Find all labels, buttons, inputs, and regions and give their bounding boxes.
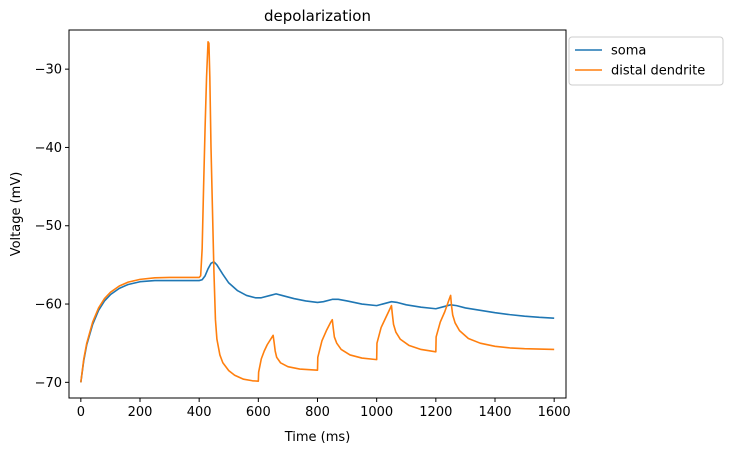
y-axis-label: Voltage (mV) [9,172,24,257]
x-tick-label: 1400 [478,405,511,420]
x-tick-label: 1200 [419,405,452,420]
x-tick-label: 800 [305,405,330,420]
axis-ticks: 0 200 400 600 800 1000 1200 1400 1600 −70 −60 −50 −4… [35,63,571,420]
plot-frame [68,29,567,399]
x-tick-label: 1600 [538,405,571,420]
y-tick-label: −40 [35,141,62,156]
y-tick-label: −60 [35,298,62,313]
x-tick-label: 1000 [360,405,393,420]
plot-area [80,40,555,383]
x-tick-label: 0 [77,405,85,420]
y-tick-label: −50 [35,219,62,234]
legend-entry-label: distal dendrite [611,64,705,79]
series-line-soma [80,260,555,383]
y-tick-label: −70 [35,376,62,391]
chart-title: depolarization [264,7,371,25]
x-tick-label: 200 [128,405,153,420]
legend: soma distal dendrite [568,36,724,86]
legend-box [568,36,724,86]
x-tick-label: 400 [187,405,212,420]
x-tick-label: 600 [246,405,271,420]
x-axis-label: Time (ms) [284,430,351,445]
y-tick-label: −30 [35,63,62,78]
legend-entry-label: soma [611,44,646,59]
series-line-distal-dendrite [80,40,555,383]
